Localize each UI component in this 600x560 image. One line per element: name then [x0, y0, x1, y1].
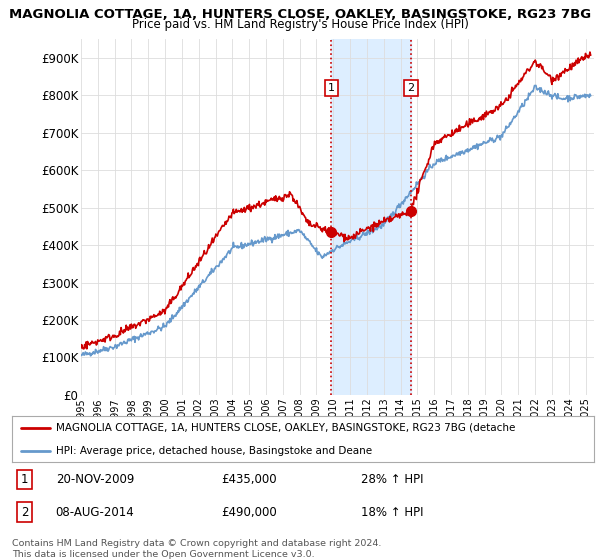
Text: 2: 2 [407, 83, 414, 93]
Text: HPI: Average price, detached house, Basingstoke and Deane: HPI: Average price, detached house, Basi… [56, 446, 372, 455]
Text: Price paid vs. HM Land Registry's House Price Index (HPI): Price paid vs. HM Land Registry's House … [131, 18, 469, 31]
Text: 28% ↑ HPI: 28% ↑ HPI [361, 473, 424, 486]
Text: £435,000: £435,000 [221, 473, 277, 486]
Text: 08-AUG-2014: 08-AUG-2014 [56, 506, 134, 519]
Text: 2: 2 [21, 506, 28, 519]
Text: 1: 1 [21, 473, 28, 486]
Text: MAGNOLIA COTTAGE, 1A, HUNTERS CLOSE, OAKLEY, BASINGSTOKE, RG23 7BG (detache: MAGNOLIA COTTAGE, 1A, HUNTERS CLOSE, OAK… [56, 423, 515, 432]
Text: 1: 1 [328, 83, 335, 93]
Text: £490,000: £490,000 [221, 506, 277, 519]
Text: 20-NOV-2009: 20-NOV-2009 [56, 473, 134, 486]
Text: 18% ↑ HPI: 18% ↑ HPI [361, 506, 424, 519]
Text: MAGNOLIA COTTAGE, 1A, HUNTERS CLOSE, OAKLEY, BASINGSTOKE, RG23 7BG: MAGNOLIA COTTAGE, 1A, HUNTERS CLOSE, OAK… [9, 8, 591, 21]
Bar [331, 39, 410, 395]
Text: Contains HM Land Registry data © Crown copyright and database right 2024.
This d: Contains HM Land Registry data © Crown c… [12, 539, 382, 559]
